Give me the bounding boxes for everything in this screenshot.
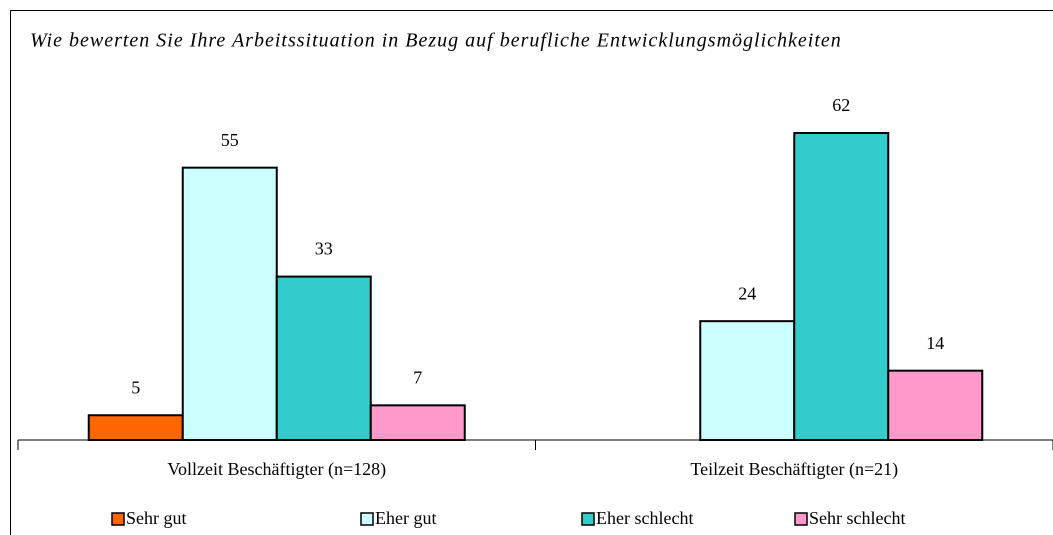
bar bbox=[369, 404, 466, 442]
chart-title: Wie bewerten Sie Ihre Arbeitssituation i… bbox=[30, 30, 842, 52]
value-label: 62 bbox=[832, 95, 850, 115]
x-tick-label: Vollzeit Beschäftigter (n=128) bbox=[167, 459, 386, 480]
x-tick-label: Teilzeit Beschäftigter (n=21) bbox=[690, 459, 898, 480]
value-label: 33 bbox=[315, 239, 333, 259]
value-label: 5 bbox=[131, 377, 140, 397]
legend-label: Sehr gut bbox=[126, 508, 187, 528]
legend-label: Eher schlecht bbox=[596, 508, 693, 528]
value-label: 55 bbox=[221, 130, 239, 150]
bar bbox=[887, 369, 984, 442]
legend-swatch bbox=[111, 512, 125, 526]
bar bbox=[275, 275, 372, 441]
value-label: 14 bbox=[926, 333, 944, 353]
legend-label: Eher gut bbox=[375, 508, 436, 528]
bar bbox=[87, 414, 184, 442]
bar bbox=[793, 132, 890, 441]
legend-swatch bbox=[794, 512, 808, 526]
legend-swatch bbox=[360, 512, 374, 526]
value-label: 7 bbox=[413, 367, 422, 387]
legend-label: Sehr schlecht bbox=[809, 508, 905, 528]
bar bbox=[181, 166, 278, 441]
legend-swatch bbox=[581, 512, 595, 526]
value-label: 24 bbox=[738, 283, 756, 303]
chart-frame bbox=[10, 10, 1053, 535]
bar bbox=[699, 320, 796, 441]
